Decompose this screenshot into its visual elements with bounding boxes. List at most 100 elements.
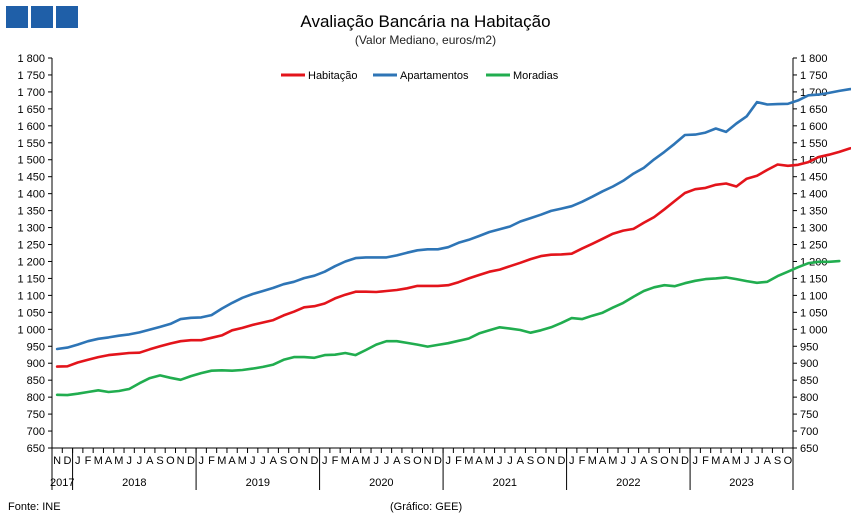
x-month-label: A [722, 455, 730, 467]
x-month-label: S [650, 455, 657, 467]
x-month-label: D [187, 455, 195, 467]
y-tick-label-left: 750 [27, 409, 45, 421]
x-month-label: A [764, 455, 772, 467]
x-month-label: O [290, 455, 299, 467]
x-month-label: J [250, 455, 256, 467]
x-month-label: A [393, 455, 401, 467]
x-month-label: F [455, 455, 462, 467]
x-month-label: J [631, 455, 637, 467]
x-year-label: 2017 [50, 477, 74, 489]
x-month-label: N [547, 455, 555, 467]
y-tick-label-left: 700 [27, 426, 45, 438]
y-tick-label-right: 1 650 [800, 104, 828, 116]
x-month-label: N [53, 455, 61, 467]
x-year-label: 2018 [122, 477, 146, 489]
x-month-label: D [557, 455, 565, 467]
x-month-label: O [166, 455, 175, 467]
legend-label-1: Habitação [308, 70, 358, 82]
y-tick-label-left: 1 200 [17, 256, 45, 268]
y-tick-label-right: 1 800 [800, 53, 828, 65]
x-month-label: N [671, 455, 679, 467]
legend-label-3: Moradias [513, 70, 559, 82]
x-month-label: M [485, 455, 494, 467]
x-month-label: A [599, 455, 607, 467]
x-month-label: J [620, 455, 626, 467]
x-month-label: A [352, 455, 360, 467]
y-tick-label-right: 1 100 [800, 290, 828, 302]
y-tick-label-right: 1 250 [800, 240, 828, 252]
x-month-label: J [126, 455, 132, 467]
y-tick-label-left: 1 800 [17, 53, 45, 65]
x-month-label: O [413, 455, 422, 467]
x-month-label: S [280, 455, 287, 467]
logo-square-1 [6, 6, 28, 28]
y-tick-label-left: 650 [27, 443, 45, 455]
x-month-label: J [373, 455, 379, 467]
y-tick-label-right: 900 [800, 358, 818, 370]
chart-title: Avaliação Bancária na Habitação [300, 12, 551, 31]
y-tick-label-right: 1 450 [800, 172, 828, 184]
x-month-label: M [588, 455, 597, 467]
series-line-1 [55, 146, 851, 368]
x-month-label: A [105, 455, 113, 467]
x-month-label: J [198, 455, 204, 467]
x-month-label: F [332, 455, 339, 467]
y-tick-label-left: 1 050 [17, 307, 45, 319]
source-note: Fonte: INE [8, 501, 61, 513]
x-month-label: J [497, 455, 503, 467]
logo-square-2 [31, 6, 53, 28]
y-tick-label-left: 1 100 [17, 290, 45, 302]
x-month-label: J [75, 455, 81, 467]
x-month-label: A [475, 455, 483, 467]
y-tick-label-left: 1 750 [17, 70, 45, 82]
y-tick-label-right: 1 400 [800, 189, 828, 201]
x-year-label: 2020 [369, 477, 393, 489]
logo-square-3 [56, 6, 78, 28]
x-month-label: M [732, 455, 741, 467]
y-tick-label-right: 700 [800, 426, 818, 438]
x-month-label: J [260, 455, 266, 467]
y-tick-label-left: 1 600 [17, 121, 45, 133]
x-month-label: S [527, 455, 534, 467]
y-tick-label-right: 1 150 [800, 273, 828, 285]
x-month-label: F [85, 455, 92, 467]
y-tick-label-right: 950 [800, 341, 818, 353]
x-month-label: M [94, 455, 103, 467]
y-tick-label-left: 1 550 [17, 138, 45, 150]
y-tick-label-left: 1 700 [17, 87, 45, 99]
x-month-label: J [692, 455, 698, 467]
y-tick-label-left: 1 000 [17, 324, 45, 336]
x-year-label: 2023 [729, 477, 753, 489]
x-month-label: M [217, 455, 226, 467]
y-tick-label-right: 1 300 [800, 223, 828, 235]
x-month-label: A [517, 455, 525, 467]
x-month-label: F [702, 455, 709, 467]
x-month-label: N [424, 455, 432, 467]
x-month-label: A [640, 455, 648, 467]
x-month-label: M [464, 455, 473, 467]
x-year-label: 2019 [246, 477, 270, 489]
legend-label-2: Apartamentos [400, 70, 469, 82]
y-tick-label-left: 1 350 [17, 206, 45, 218]
x-month-label: F [579, 455, 586, 467]
x-month-label: M [711, 455, 720, 467]
y-tick-label-right: 800 [800, 392, 818, 404]
x-month-label: J [507, 455, 513, 467]
x-month-label: J [322, 455, 328, 467]
y-tick-label-left: 1 300 [17, 223, 45, 235]
y-tick-label-left: 1 500 [17, 155, 45, 167]
y-tick-label-left: 850 [27, 375, 45, 387]
y-tick-label-right: 1 750 [800, 70, 828, 82]
y-tick-label-left: 1 450 [17, 172, 45, 184]
y-tick-label-right: 650 [800, 443, 818, 455]
x-month-label: S [403, 455, 410, 467]
y-tick-label-right: 1 350 [800, 206, 828, 218]
chart-subtitle: (Valor Mediano, euros/m2) [354, 33, 497, 47]
y-tick-label-right: 750 [800, 409, 818, 421]
x-month-label: M [608, 455, 617, 467]
x-month-label: D [434, 455, 442, 467]
x-month-label: J [569, 455, 575, 467]
x-month-label: N [177, 455, 185, 467]
x-month-label: J [384, 455, 390, 467]
